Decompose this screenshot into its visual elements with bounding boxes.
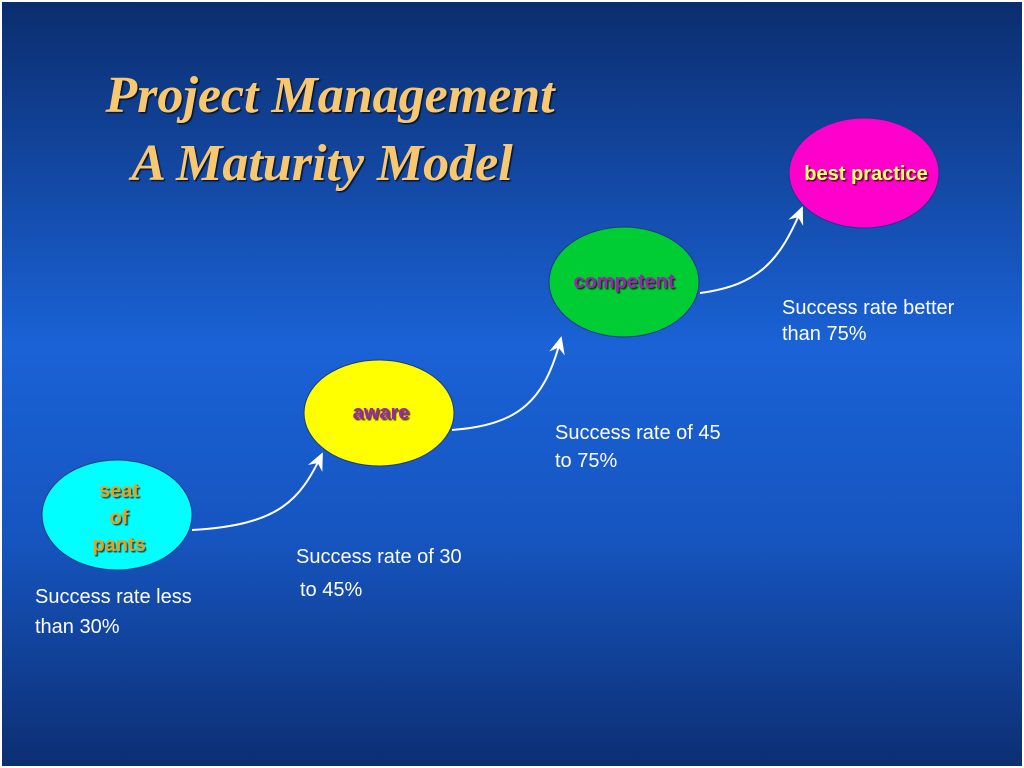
node-label: competent	[573, 271, 674, 293]
node	[41, 459, 193, 571]
title-line: Project Management	[104, 67, 556, 124]
caption: to 75%	[555, 450, 617, 472]
caption: Success rate of 45	[555, 422, 721, 444]
caption: Success rate of 30	[296, 546, 462, 568]
caption: than 75%	[782, 323, 867, 345]
title-line: A Maturity Model	[128, 135, 513, 192]
arrow	[699, 206, 804, 294]
arrow	[191, 452, 323, 531]
node-label: seat	[99, 480, 139, 502]
node	[548, 226, 700, 338]
caption: Success rate better	[782, 297, 955, 319]
caption: than 30%	[35, 616, 120, 638]
node-label: of	[110, 507, 129, 529]
node	[303, 359, 455, 467]
node-label: aware	[353, 402, 410, 424]
arrow	[451, 336, 565, 431]
node	[788, 117, 940, 229]
connectors	[191, 206, 804, 531]
node-label: pants	[92, 534, 145, 556]
node-label: best practice	[804, 163, 927, 185]
caption: Success rate less	[35, 586, 192, 608]
caption: to 45%	[300, 579, 362, 601]
